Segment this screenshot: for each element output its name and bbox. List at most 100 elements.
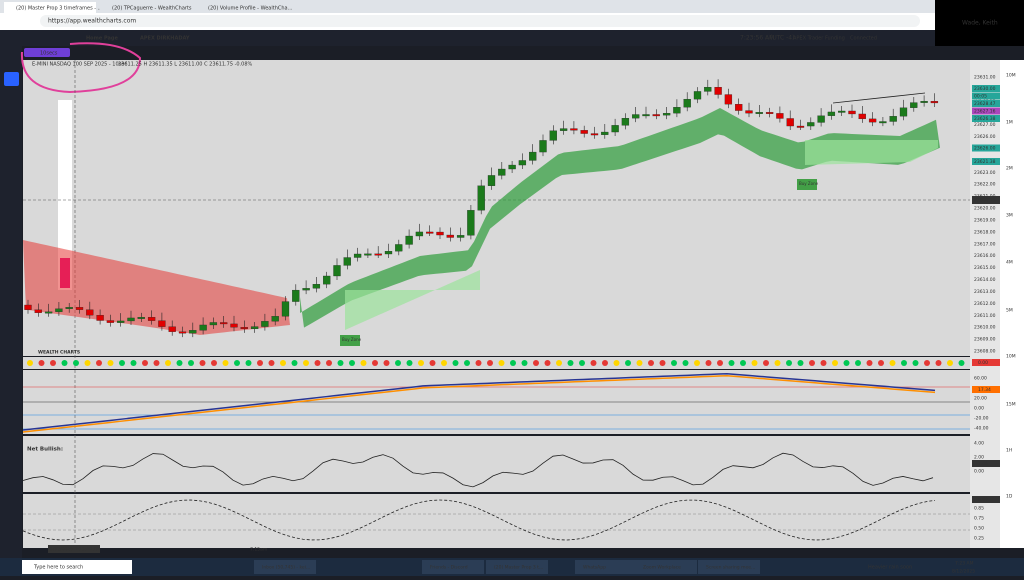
- crosshair-price: 23620.75: [974, 198, 996, 204]
- candle: [549, 130, 557, 141]
- timeframe[interactable]: 15M: [1006, 402, 1016, 408]
- signal-dot: [418, 360, 424, 366]
- price-tag: [972, 85, 1000, 92]
- price-label: 23631.00: [974, 75, 996, 81]
- stoch-axis: 0.85: [974, 506, 984, 512]
- add-button[interactable]: [4, 72, 19, 86]
- taskbar-app[interactable]: [486, 560, 548, 574]
- signal-dot: [832, 360, 838, 366]
- stoch-value: 0.89: [978, 497, 988, 503]
- timeframe[interactable]: 10M: [1006, 354, 1016, 360]
- candle: [858, 113, 866, 120]
- signal-dot: [84, 360, 91, 366]
- candle: [930, 101, 939, 104]
- signal-dot: [751, 360, 758, 366]
- candle: [745, 110, 753, 114]
- price-label: 23608.00: [974, 349, 996, 355]
- tab-title: (20) Master Prop 3 timeframes - ...: [16, 6, 103, 12]
- app-tab[interactable]: APEX DIRKHADAY: [140, 36, 190, 42]
- signal-dot: [27, 360, 33, 366]
- candle: [302, 288, 310, 291]
- candle: [642, 114, 650, 117]
- signal-dot: [682, 360, 689, 366]
- taskbar-app[interactable]: [254, 560, 316, 574]
- search-box[interactable]: [22, 560, 132, 574]
- candle: [889, 116, 897, 122]
- timeframe[interactable]: 10M: [1006, 73, 1016, 79]
- candle: [106, 320, 115, 323]
- url-field[interactable]: [40, 15, 920, 27]
- stoch-axis: 0.50: [974, 526, 984, 532]
- signal-dot: [429, 360, 436, 366]
- candle: [621, 118, 630, 126]
- signal-dot: [372, 360, 378, 366]
- browser-tab[interactable]: [4, 2, 96, 13]
- candle: [230, 323, 238, 328]
- price-tag-text: 00:05: [974, 94, 987, 100]
- candle: [65, 307, 73, 309]
- support-zone: [805, 140, 938, 165]
- timeframe[interactable]: 2M: [1006, 166, 1013, 172]
- signal-dot: [498, 360, 505, 366]
- candle: [426, 231, 434, 234]
- candle: [456, 235, 465, 238]
- taskbar-app[interactable]: [635, 560, 697, 574]
- interval-badge[interactable]: [24, 48, 70, 57]
- signal-dot: [855, 360, 861, 366]
- candle: [75, 307, 84, 310]
- candle: [271, 316, 279, 322]
- candle: [529, 151, 537, 161]
- timeframe[interactable]: 1D: [1006, 494, 1013, 500]
- browser-tab[interactable]: [100, 2, 192, 13]
- signal-dot: [314, 360, 321, 366]
- timeframe[interactable]: 1H: [1006, 448, 1012, 454]
- candle: [487, 175, 496, 186]
- signal-dot: [303, 360, 309, 366]
- timeframe[interactable]: 3M: [1006, 213, 1013, 219]
- candle: [353, 253, 362, 258]
- candle: [147, 317, 156, 321]
- taskbar-app-label: WhatsApp: [583, 565, 606, 571]
- candle: [395, 244, 403, 252]
- candle: [44, 311, 53, 314]
- price-label: 23615.00: [974, 265, 996, 271]
- timeframe[interactable]: 5M: [1006, 308, 1013, 314]
- candle: [786, 118, 794, 127]
- app-tab[interactable]: Home Page: [86, 36, 118, 42]
- browser-tab[interactable]: [196, 2, 288, 13]
- candle: [333, 265, 341, 277]
- price-label: 23616.00: [974, 253, 996, 259]
- candle: [498, 168, 506, 176]
- signal-dot: [947, 360, 953, 366]
- candle: [539, 140, 547, 153]
- timeframe[interactable]: 1M: [1006, 120, 1013, 126]
- signal-dot: [406, 360, 413, 366]
- signal-dot: [705, 360, 712, 366]
- taskbar-app-label: Friends - Discord: [430, 565, 468, 571]
- candle: [199, 324, 207, 331]
- net-label: Net Bullish:: [27, 447, 63, 453]
- user-box: [935, 0, 1024, 46]
- stoch-axis: 0.25: [974, 536, 984, 542]
- signal-dot: [809, 360, 815, 366]
- timeframe[interactable]: 4M: [1006, 260, 1013, 266]
- candle: [570, 128, 578, 131]
- net-value: 1.06: [978, 461, 988, 467]
- candle: [673, 107, 681, 114]
- candle: [137, 317, 145, 319]
- candle: [817, 115, 825, 123]
- app-header: [0, 30, 1024, 46]
- signal-dot: [130, 360, 137, 366]
- signal-dot: [268, 360, 275, 366]
- brand: WEALTH CHARTS: [38, 350, 80, 356]
- taskbar-app[interactable]: [575, 560, 637, 574]
- taskbar-app[interactable]: [422, 560, 484, 574]
- taskbar-app[interactable]: [698, 560, 760, 574]
- timeframe-column: [1000, 60, 1024, 548]
- price-label: 23619.00: [974, 217, 996, 223]
- weather: Heavier rain soon: [868, 565, 912, 571]
- signal-dot: [188, 360, 194, 366]
- signal-dot: [61, 360, 68, 366]
